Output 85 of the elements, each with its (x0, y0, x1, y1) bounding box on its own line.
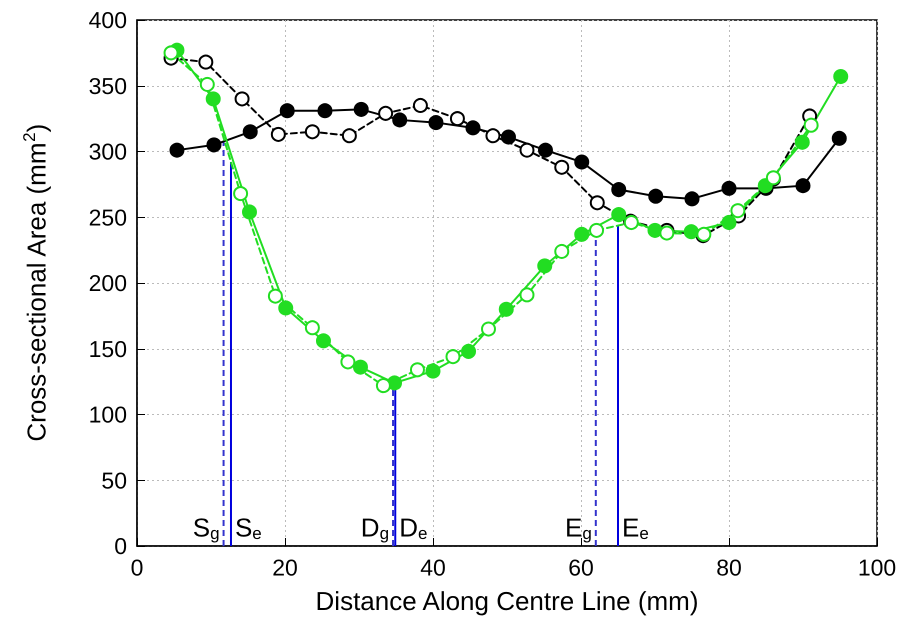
point (833, 69, 848, 84)
point (206, 91, 221, 106)
point (537, 258, 552, 274)
x-tick-label: 40 (420, 554, 446, 580)
y-tick-label: 0 (114, 533, 127, 559)
x-tick-label: 20 (272, 554, 298, 580)
point (554, 160, 570, 175)
y-axis-title: Cross-sectional Area (mm2) (20, 124, 52, 442)
point (450, 111, 465, 126)
point (804, 118, 819, 133)
point (465, 120, 480, 136)
point (481, 322, 496, 337)
x-axis-title: Distance Along Centre Line (mm) (316, 586, 698, 616)
point (428, 115, 444, 130)
point (538, 142, 553, 158)
y-tick-label: 300 (88, 138, 127, 164)
point (648, 222, 662, 238)
point (722, 215, 736, 230)
point (242, 204, 257, 220)
point (611, 207, 626, 222)
point (730, 203, 746, 218)
point (498, 302, 514, 317)
point (574, 154, 590, 170)
point (500, 130, 516, 145)
point (198, 54, 214, 70)
point (412, 98, 428, 113)
point (164, 45, 179, 60)
point (378, 106, 394, 121)
point (722, 180, 736, 196)
point (233, 186, 248, 202)
point (648, 188, 664, 204)
point (316, 333, 331, 348)
point (352, 360, 368, 375)
point (270, 126, 286, 142)
y-tick-label: 350 (88, 72, 127, 99)
point (445, 349, 460, 364)
point (794, 134, 810, 150)
point (268, 288, 283, 304)
point (684, 224, 699, 240)
point (354, 102, 369, 117)
y-tick-label: 150 (88, 336, 127, 362)
point (574, 226, 590, 242)
ref-line-label: Eg (565, 512, 592, 543)
y-tick-label: 50 (101, 467, 127, 494)
point (426, 364, 440, 379)
point (611, 182, 626, 198)
point (342, 128, 357, 144)
point (796, 178, 810, 194)
point (376, 378, 391, 394)
y-tick-label: 200 (88, 270, 127, 296)
point (242, 124, 258, 140)
point (590, 195, 605, 210)
ref-line-label: Sg (192, 512, 220, 543)
point (317, 103, 332, 118)
y-tick-label: 100 (88, 402, 127, 428)
point (280, 103, 295, 118)
point (589, 222, 604, 238)
point (278, 300, 294, 316)
point (340, 354, 356, 370)
point (304, 320, 320, 336)
point (684, 191, 700, 206)
point (234, 91, 250, 106)
x-tick-label: 80 (716, 554, 742, 580)
point (485, 128, 500, 144)
point (832, 130, 847, 146)
point (659, 226, 674, 241)
ref-line-label: Dg (360, 512, 390, 543)
x-tick-label: 60 (568, 554, 594, 580)
ref-line-label: De (399, 512, 428, 543)
point (206, 137, 222, 152)
point (410, 362, 425, 378)
x-tick-label: 0 (130, 554, 144, 580)
y-tick-label: 400 (88, 7, 127, 33)
x-tick-label: 100 (858, 554, 896, 580)
point (304, 124, 320, 140)
point (519, 287, 534, 302)
point (554, 244, 570, 259)
ref-line-label: Ee (622, 512, 649, 543)
point (461, 344, 476, 359)
point (519, 142, 534, 158)
ref-line-label: Se (234, 512, 262, 543)
y-tick-label: 250 (88, 204, 127, 230)
point (169, 142, 184, 158)
point (392, 112, 408, 128)
point (200, 76, 215, 92)
